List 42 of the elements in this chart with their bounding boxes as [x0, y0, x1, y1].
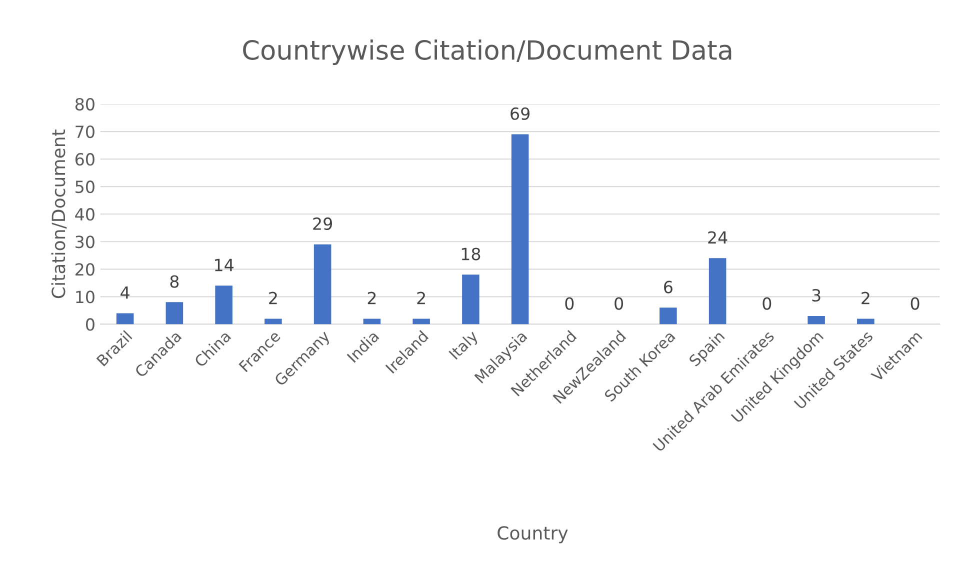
y-tick-label: 20 [76, 263, 94, 276]
bar [215, 286, 232, 324]
y-tick-label: 30 [76, 236, 94, 248]
bar [708, 258, 726, 324]
bar [660, 308, 677, 324]
chart-title: Countrywise Citation/Document Data [243, 40, 732, 66]
bar [462, 274, 480, 324]
bar [412, 318, 430, 324]
data-label: 0 [614, 297, 624, 310]
bar [166, 302, 184, 324]
bar [808, 316, 825, 324]
x-axis-title: Country [498, 526, 568, 544]
data-label: 3 [812, 288, 820, 302]
y-tick-label: 40 [75, 208, 94, 221]
data-label: 2 [269, 292, 277, 304]
y-tick-label: 60 [75, 153, 94, 166]
data-label: 0 [762, 297, 772, 310]
data-label: 6 [664, 280, 672, 294]
data-label: 4 [120, 286, 130, 299]
data-label: 24 [708, 231, 728, 244]
data-label: 14 [215, 258, 234, 272]
data-label: 8 [170, 275, 179, 288]
y-tick-label: 10 [76, 290, 94, 304]
data-label: 18 [462, 248, 480, 260]
y-tick-label: 70 [76, 125, 94, 138]
y-axis-title: Citation/Document [51, 130, 67, 298]
y-tick-label: 50 [76, 180, 94, 194]
bar [363, 318, 381, 324]
data-label: 2 [862, 292, 870, 304]
bar [314, 244, 332, 324]
bar [116, 313, 134, 324]
data-label: 29 [313, 217, 332, 230]
y-tick-label: 0 [86, 318, 94, 331]
bar [511, 134, 529, 324]
bar [264, 318, 282, 324]
data-label: 0 [565, 297, 574, 310]
y-tick-label: 80 [75, 98, 94, 111]
bar [857, 318, 874, 324]
data-label: 69 [510, 107, 530, 120]
data-label: 0 [910, 297, 920, 310]
data-label: 2 [417, 292, 425, 304]
data-label: 2 [368, 292, 376, 304]
